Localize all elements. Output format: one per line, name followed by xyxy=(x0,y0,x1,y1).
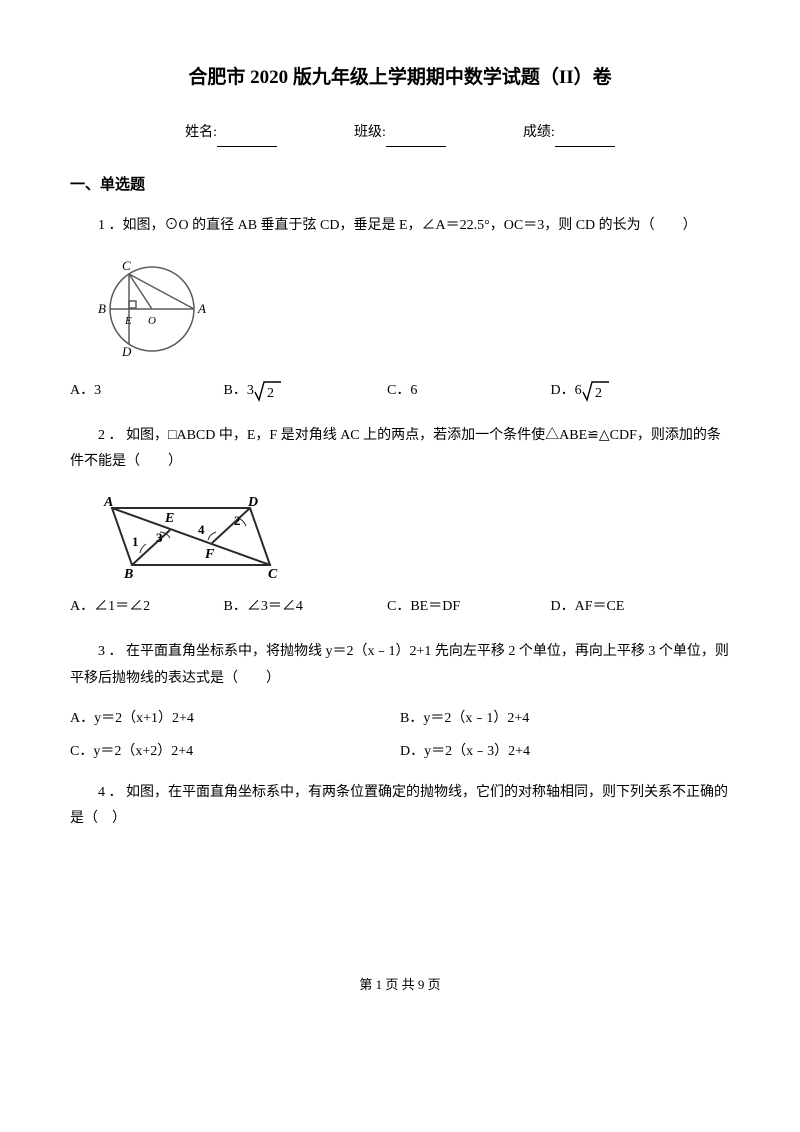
q1-text: 1 ．如图，⊙O 的直径 AB 垂直于弦 CD，垂足是 E，∠A＝22.5°，O… xyxy=(70,213,730,240)
svg-text:A: A xyxy=(197,301,206,316)
q2-optC: C．BE＝DF xyxy=(387,594,547,621)
q1-optA: A．3 xyxy=(70,378,220,405)
q4-text: 4 ． 如图，在平面直角坐标系中，有两条位置确定的抛物线，它们的对称轴相同，则下… xyxy=(70,780,730,833)
svg-text:A: A xyxy=(103,495,113,510)
q1-optC: C．6 xyxy=(387,378,547,405)
q3-optD: D．y＝2（x﹣3）2+4 xyxy=(400,739,730,766)
class-blank xyxy=(386,132,446,147)
q3-text: 3 ． 在平面直角坐标系中，将抛物线 y＝2（x﹣1）2+1 先向左平移 2 个… xyxy=(70,639,730,692)
q2-optD: D．AF＝CE xyxy=(551,594,625,621)
q1-options: A．3 B．3 2 C．6 D．6 2 xyxy=(70,378,730,405)
svg-text:C: C xyxy=(122,258,131,273)
header-fields: 姓名: 班级: 成绩: xyxy=(70,120,730,147)
svg-text:4: 4 xyxy=(198,522,205,537)
q1-optD: D．6 2 xyxy=(551,378,610,405)
q2-optB: B．∠3＝∠4 xyxy=(224,594,384,621)
q3-optC: C．y＝2（x+2）2+4 xyxy=(70,739,400,766)
q3-options-row2: C．y＝2（x+2）2+4 D．y＝2（x﹣3）2+4 xyxy=(70,739,730,766)
svg-text:2: 2 xyxy=(234,513,241,528)
svg-text:F: F xyxy=(204,547,215,562)
svg-text:E: E xyxy=(124,315,132,327)
q1-optB: B．3 2 xyxy=(224,378,384,405)
svg-text:2: 2 xyxy=(595,386,602,401)
q1-optB-prefix: B．3 xyxy=(224,383,254,398)
score-blank xyxy=(555,132,615,147)
svg-text:D: D xyxy=(121,344,132,359)
svg-text:O: O xyxy=(148,315,156,327)
q2-options: A．∠1＝∠2 B．∠3＝∠4 C．BE＝DF D．AF＝CE xyxy=(70,594,730,621)
q2-text: 2 ． 如图，□ABCD 中，E，F 是对角线 AC 上的两点，若添加一个条件使… xyxy=(70,423,730,476)
sqrt-icon: 2 xyxy=(254,380,282,402)
sqrt-icon: 2 xyxy=(582,380,610,402)
svg-text:2: 2 xyxy=(267,386,274,401)
svg-text:1: 1 xyxy=(132,534,139,549)
svg-text:B: B xyxy=(123,567,133,580)
q1-figure: C B E O A D xyxy=(90,254,730,364)
q1-optD-prefix: D．6 xyxy=(551,383,582,398)
q3-optA: A．y＝2（x+1）2+4 xyxy=(70,706,400,733)
name-label: 姓名: xyxy=(185,120,217,147)
q2-figure: A D B C E F 1 3 4 2 xyxy=(90,490,730,580)
page-footer: 第 1 页 共 9 页 xyxy=(70,973,730,998)
score-label: 成绩: xyxy=(523,120,555,147)
section-heading: 一、单选题 xyxy=(70,171,730,200)
svg-text:B: B xyxy=(98,301,106,316)
svg-text:C: C xyxy=(268,567,278,580)
q3-optB: B．y＝2（x﹣1）2+4 xyxy=(400,706,730,733)
q2-optA: A．∠1＝∠2 xyxy=(70,594,220,621)
q3-options-row1: A．y＝2（x+1）2+4 B．y＝2（x﹣1）2+4 xyxy=(70,706,730,733)
name-blank xyxy=(217,132,277,147)
svg-text:D: D xyxy=(247,495,258,510)
page-title: 合肥市 2020 版九年级上学期期中数学试题（II）卷 xyxy=(70,60,730,96)
class-label: 班级: xyxy=(354,120,386,147)
svg-text:E: E xyxy=(164,511,174,526)
